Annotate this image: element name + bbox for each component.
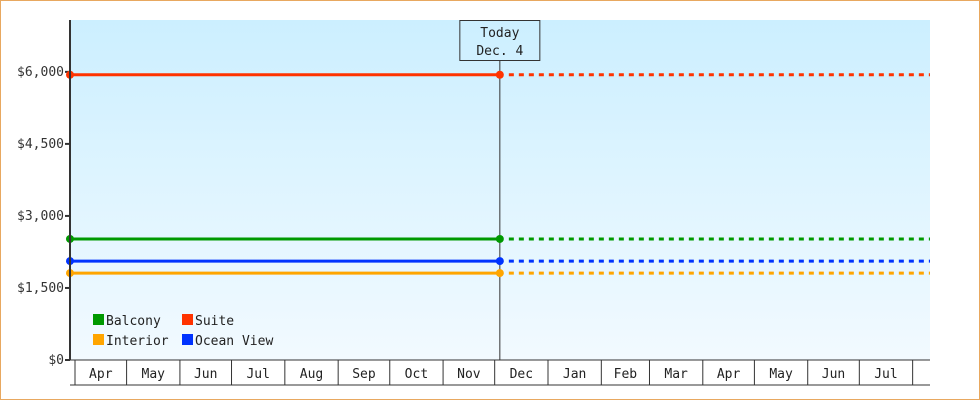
x-tick-label: May (142, 367, 166, 382)
x-tick-label: Jun (822, 367, 845, 382)
x-tick-label: Jul (246, 367, 269, 382)
x-tick-label: Feb (614, 367, 638, 382)
legend-swatch (182, 314, 193, 325)
today-label: Today (480, 26, 519, 41)
legend-label: Ocean View (195, 334, 273, 349)
x-tick-label: Jun (194, 367, 217, 382)
legend-label: Balcony (106, 314, 161, 329)
x-tick-label: Nov (457, 367, 481, 382)
x-tick-label: Mar (664, 367, 688, 382)
data-point-balcony (495, 234, 504, 243)
y-tick-label: $0 (48, 353, 64, 368)
legend-label: Suite (195, 314, 234, 329)
y-tick-label: $4,500 (17, 137, 64, 152)
legend-swatch (182, 334, 193, 345)
legend-label: Interior (106, 334, 169, 349)
y-tick-label: $6,000 (17, 65, 64, 80)
x-tick-label: Apr (89, 367, 113, 382)
x-tick-label: Aug (300, 367, 323, 382)
data-point-ocean-view (495, 257, 504, 266)
x-tick-label: Jan (563, 367, 586, 382)
x-tick-label: May (769, 367, 793, 382)
data-point-interior (495, 269, 504, 278)
x-tick-label: Oct (405, 367, 428, 382)
y-tick-label: $3,000 (17, 209, 64, 224)
y-tick-label: $1,500 (17, 281, 64, 296)
legend-swatch (93, 334, 104, 345)
today-box (459, 20, 541, 61)
x-tick-label: Dec (510, 367, 533, 382)
today-date: Dec. 4 (476, 44, 523, 59)
x-tick-label: Jul (874, 367, 897, 382)
x-tick-label: Sep (352, 367, 376, 382)
data-point-suite (495, 70, 504, 79)
x-tick-label: Apr (717, 367, 741, 382)
legend-swatch (93, 314, 104, 325)
